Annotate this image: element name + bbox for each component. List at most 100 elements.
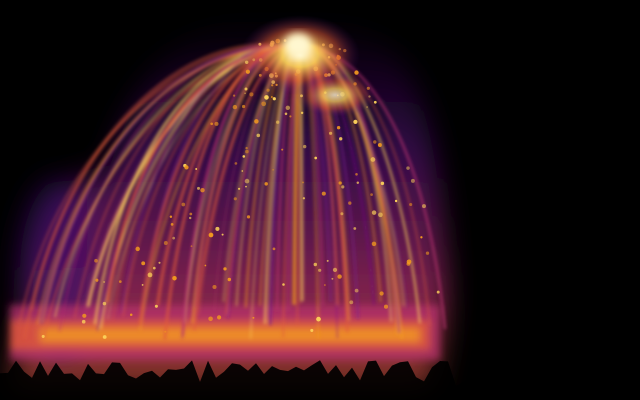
spark-dot bbox=[356, 181, 360, 184]
spark-dot bbox=[252, 316, 255, 319]
spark-dot bbox=[172, 236, 176, 240]
spark-dot bbox=[129, 313, 133, 316]
spark-dot bbox=[289, 115, 292, 118]
spark-dot bbox=[349, 300, 354, 305]
spark-dot bbox=[264, 95, 269, 100]
spark-dot bbox=[355, 173, 358, 176]
spark-dot bbox=[245, 149, 249, 154]
spark-dot bbox=[302, 197, 306, 200]
spark-dot bbox=[409, 202, 413, 207]
spark-dot bbox=[227, 277, 232, 282]
spark-dot bbox=[41, 334, 45, 338]
spark-dot bbox=[118, 280, 122, 283]
spark-dot bbox=[406, 166, 410, 170]
spark-dot bbox=[310, 328, 314, 332]
spark-dot bbox=[94, 258, 98, 263]
spark-dot bbox=[380, 181, 385, 186]
spark-dot bbox=[284, 112, 288, 116]
spark-dot bbox=[189, 212, 193, 216]
spark-dot bbox=[436, 290, 440, 294]
spark-dot bbox=[281, 148, 284, 151]
spark-dot bbox=[370, 157, 376, 162]
spark-dot bbox=[208, 232, 214, 238]
spark-dot bbox=[169, 215, 173, 218]
spark-dot bbox=[245, 146, 248, 150]
ground-shape bbox=[0, 360, 640, 400]
spark-dot bbox=[215, 226, 220, 231]
spark-dot bbox=[318, 268, 322, 272]
spark-dot bbox=[103, 281, 105, 283]
ground-silhouette bbox=[0, 360, 640, 400]
spark-dot bbox=[216, 315, 222, 320]
spark-dot bbox=[272, 168, 274, 171]
spark-dot bbox=[314, 156, 318, 160]
burst-core bbox=[240, 15, 375, 117]
spark-dot bbox=[135, 246, 140, 252]
spark-dot bbox=[338, 181, 342, 185]
spark-dot bbox=[373, 140, 377, 144]
spark-dot bbox=[377, 143, 382, 147]
spark-dot bbox=[422, 204, 426, 209]
spark-dot bbox=[339, 137, 343, 141]
spark-dot bbox=[242, 155, 246, 158]
spark-dot bbox=[249, 92, 254, 97]
spark-dot bbox=[379, 291, 384, 296]
spark-dot bbox=[276, 120, 280, 124]
spark-dot bbox=[238, 187, 241, 190]
spark-dot bbox=[341, 185, 345, 189]
spark-dot bbox=[241, 170, 244, 172]
spark-dot bbox=[200, 187, 205, 193]
spark-dot bbox=[212, 284, 217, 290]
spark-dot bbox=[324, 284, 326, 286]
spark-dot bbox=[246, 215, 251, 219]
spark-dot bbox=[184, 165, 189, 170]
spark-dot bbox=[190, 245, 193, 248]
spark-dot bbox=[371, 210, 377, 215]
spark-dot bbox=[244, 87, 248, 91]
spark-dot bbox=[354, 288, 359, 293]
spark-dot bbox=[303, 144, 307, 149]
spark-dot bbox=[141, 283, 144, 286]
spark-dot bbox=[383, 304, 389, 309]
spark-dot bbox=[154, 304, 158, 308]
spark-dot bbox=[410, 178, 415, 183]
spark-dot bbox=[147, 272, 153, 278]
spark-dot bbox=[197, 186, 200, 190]
spark-dot bbox=[244, 92, 246, 95]
spark-dot bbox=[172, 275, 177, 281]
spark-dot bbox=[331, 277, 334, 280]
spark-dot bbox=[233, 197, 237, 201]
spark-dot bbox=[241, 104, 246, 109]
spark-dot bbox=[285, 105, 291, 111]
spark-dot bbox=[244, 178, 250, 184]
spark-dot bbox=[214, 121, 219, 126]
spark-dot bbox=[102, 301, 107, 306]
spark-dot bbox=[271, 96, 273, 98]
spark-dot bbox=[82, 313, 87, 318]
spark-dot bbox=[163, 241, 168, 245]
spark-dot bbox=[210, 122, 214, 126]
spark-dot bbox=[232, 104, 238, 110]
spark-dot bbox=[282, 283, 285, 286]
spark-dot bbox=[164, 330, 167, 333]
spark-dot bbox=[370, 193, 373, 196]
spark-dot bbox=[378, 212, 383, 218]
spark-dot bbox=[272, 97, 276, 101]
spark-dot bbox=[406, 261, 411, 266]
spark-dot bbox=[316, 316, 321, 322]
spark-dot bbox=[102, 335, 107, 339]
fire-band bbox=[10, 305, 440, 360]
spark-dot bbox=[394, 199, 398, 203]
spark-dot bbox=[337, 274, 342, 279]
spark-dot bbox=[141, 261, 146, 266]
spark-dot bbox=[264, 182, 268, 186]
spark-dot bbox=[208, 316, 213, 322]
spark-dot bbox=[95, 278, 99, 282]
spark-dot bbox=[425, 251, 430, 255]
spark-dot bbox=[170, 223, 174, 226]
spark-dot bbox=[188, 216, 192, 220]
spark-dot bbox=[332, 267, 338, 273]
spark-dot bbox=[221, 233, 224, 236]
spark-dot bbox=[371, 241, 377, 247]
